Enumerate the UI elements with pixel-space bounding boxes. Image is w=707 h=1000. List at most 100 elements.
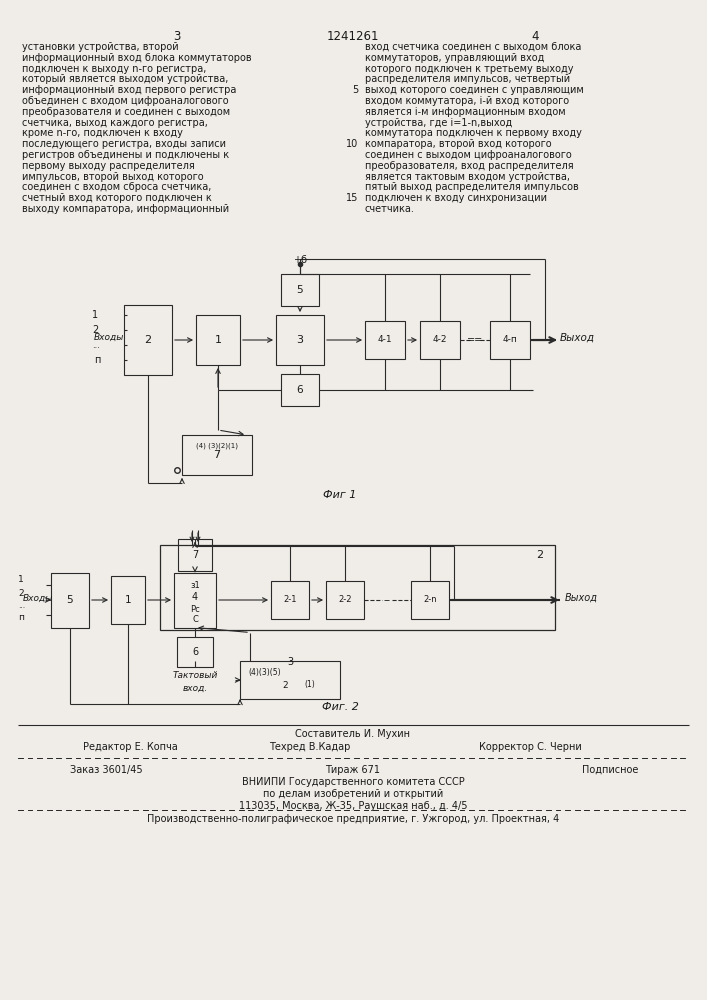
Bar — [177, 637, 213, 667]
Text: счетчика.: счетчика. — [365, 204, 415, 214]
Text: информационный вход первого регистра: информационный вход первого регистра — [22, 85, 236, 95]
Bar — [174, 572, 216, 628]
Text: ...: ... — [18, 601, 25, 610]
Bar — [182, 435, 252, 475]
Bar — [51, 572, 89, 628]
Text: 4: 4 — [531, 30, 539, 43]
Text: Выход: Выход — [560, 333, 595, 343]
Text: выходу компаратора, информационный: выходу компаратора, информационный — [22, 204, 229, 214]
Text: +б: +б — [293, 255, 307, 265]
Text: вход.: вход. — [182, 684, 208, 692]
Text: 5: 5 — [352, 85, 358, 95]
Text: Тираж 671: Тираж 671 — [325, 765, 380, 775]
Text: 6: 6 — [192, 647, 198, 657]
Bar — [196, 315, 240, 365]
Text: устройства, где i=1-n,выход: устройства, где i=1-n,выход — [365, 118, 513, 128]
Text: ...: ... — [92, 340, 100, 350]
Text: подключен к выходу n-го регистра,: подключен к выходу n-го регистра, — [22, 64, 206, 74]
Bar — [411, 581, 449, 619]
Text: преобразователя, вход распределителя: преобразователя, вход распределителя — [365, 161, 573, 171]
Bar — [124, 305, 172, 375]
Text: которого подключен к третьему выходу: которого подключен к третьему выходу — [365, 64, 573, 74]
Text: распределителя импульсов, четвертый: распределителя импульсов, четвертый — [365, 74, 570, 84]
Text: информационный вход блока коммутаторов: информационный вход блока коммутаторов — [22, 53, 252, 63]
Text: 4: 4 — [192, 592, 198, 602]
Text: (1): (1) — [305, 680, 315, 690]
Text: компаратора, второй вход которого: компаратора, второй вход которого — [365, 139, 551, 149]
Bar — [160, 545, 555, 630]
Text: Фиг. 2: Фиг. 2 — [322, 702, 358, 712]
Text: вход счетчика соединен с выходом блока: вход счетчика соединен с выходом блока — [365, 42, 581, 52]
Text: п: п — [18, 613, 24, 622]
Text: установки устройства, второй: установки устройства, второй — [22, 42, 179, 52]
Text: счетчика, выход каждого регистра,: счетчика, выход каждого регистра, — [22, 118, 208, 128]
Text: 2: 2 — [92, 325, 98, 335]
Text: 2-n: 2-n — [423, 595, 437, 604]
Text: импульсов, второй выход которого: импульсов, второй выход которого — [22, 172, 204, 182]
Text: 2: 2 — [18, 588, 23, 597]
Text: является i-м информационным входом: является i-м информационным входом — [365, 107, 566, 117]
Text: первому выходу распределителя: первому выходу распределителя — [22, 161, 194, 171]
Text: п: п — [94, 355, 100, 365]
Text: (4) (3)(2)(1): (4) (3)(2)(1) — [196, 443, 238, 449]
Text: преобразователя и соединен с выходом: преобразователя и соединен с выходом — [22, 107, 230, 117]
Bar — [281, 374, 319, 406]
Text: Входы: Входы — [23, 593, 53, 602]
Text: Составитель И. Мухин: Составитель И. Мухин — [296, 729, 411, 739]
Text: 7: 7 — [192, 550, 198, 560]
Text: Корректор С. Черни: Корректор С. Черни — [479, 742, 581, 752]
Text: з1: з1 — [190, 580, 200, 589]
Text: 1: 1 — [214, 335, 221, 345]
Text: 10: 10 — [346, 139, 358, 149]
Text: 5: 5 — [66, 595, 74, 605]
Text: коммутаторов, управляющий вход: коммутаторов, управляющий вход — [365, 53, 544, 63]
Text: 5: 5 — [297, 285, 303, 295]
Text: регистров объединены и подключены к: регистров объединены и подключены к — [22, 150, 229, 160]
Text: 113035, Москва, Ж-35, Раушская наб., д. 4/5: 113035, Москва, Ж-35, Раушская наб., д. … — [239, 801, 467, 811]
Text: соединен с выходом цифроаналогового: соединен с выходом цифроаналогового — [365, 150, 572, 160]
Text: ВНИИПИ Государственного комитета СССР: ВНИИПИ Государственного комитета СССР — [242, 777, 464, 787]
Text: объединен с входом цифроаналогового: объединен с входом цифроаналогового — [22, 96, 228, 106]
Bar — [276, 315, 324, 365]
Text: 7: 7 — [214, 450, 221, 460]
Text: Подписное: Подписное — [582, 765, 638, 775]
Bar — [281, 274, 319, 306]
Text: пятый выход распределителя импульсов: пятый выход распределителя импульсов — [365, 182, 579, 192]
Text: Заказ 3601/45: Заказ 3601/45 — [70, 765, 143, 775]
Text: Рс: Рс — [190, 604, 200, 613]
Text: (4)(3)(5): (4)(3)(5) — [249, 668, 281, 678]
Text: 1: 1 — [18, 576, 24, 584]
Text: который является выходом устройства,: который является выходом устройства, — [22, 74, 228, 84]
Bar — [240, 661, 340, 699]
Text: соединен с входом сброса счетчика,: соединен с входом сброса счетчика, — [22, 182, 211, 192]
Text: Фиг 1: Фиг 1 — [323, 490, 357, 500]
Bar — [490, 321, 530, 359]
Text: --: -- — [384, 595, 391, 605]
Text: 4-2: 4-2 — [433, 336, 448, 344]
Text: 6: 6 — [297, 385, 303, 395]
Text: Редактор Е. Копча: Редактор Е. Копча — [83, 742, 177, 752]
Text: подключен к входу синхронизации: подключен к входу синхронизации — [365, 193, 547, 203]
Text: 2-1: 2-1 — [284, 595, 297, 604]
Text: Производственно-полиграфическое предприятие, г. Ужгород, ул. Проектная, 4: Производственно-полиграфическое предприя… — [147, 814, 559, 824]
Text: выход которого соединен с управляющим: выход которого соединен с управляющим — [365, 85, 584, 95]
Text: 1: 1 — [124, 595, 132, 605]
Text: 1: 1 — [92, 310, 98, 320]
Text: по делам изобретений и открытий: по делам изобретений и открытий — [263, 789, 443, 799]
Text: Входы: Входы — [94, 332, 124, 342]
Text: кроме n-го, подключен к входу: кроме n-го, подключен к входу — [22, 128, 183, 138]
Text: последующего регистра, входы записи: последующего регистра, входы записи — [22, 139, 226, 149]
Bar — [271, 581, 309, 619]
Bar — [420, 321, 460, 359]
Text: коммутатора подключен к первому входу: коммутатора подключен к первому входу — [365, 128, 582, 138]
Text: 2: 2 — [144, 335, 151, 345]
Bar — [326, 581, 364, 619]
Text: 1241261: 1241261 — [327, 30, 379, 43]
Text: Тактовый: Тактовый — [173, 670, 218, 680]
Text: 2: 2 — [537, 550, 544, 560]
Bar — [365, 321, 405, 359]
Text: 4-1: 4-1 — [378, 336, 392, 344]
Text: Выход: Выход — [565, 593, 598, 603]
Bar — [178, 539, 212, 571]
Text: C: C — [192, 615, 198, 624]
